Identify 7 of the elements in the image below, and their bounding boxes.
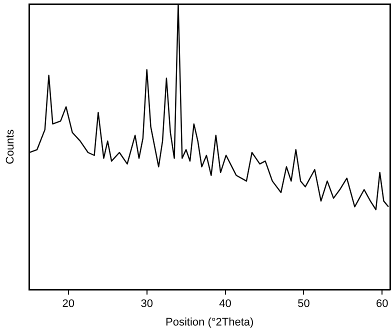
- x-tick-label: 50: [298, 298, 310, 310]
- y-axis-title: Counts: [4, 128, 17, 164]
- x-tick-label: 20: [62, 298, 75, 310]
- x-axis-title: Position (°2Theta): [166, 316, 254, 328]
- x-tick-label: 40: [219, 298, 232, 310]
- x-tick-label: 60: [376, 298, 388, 310]
- x-tick-label: 30: [140, 298, 153, 310]
